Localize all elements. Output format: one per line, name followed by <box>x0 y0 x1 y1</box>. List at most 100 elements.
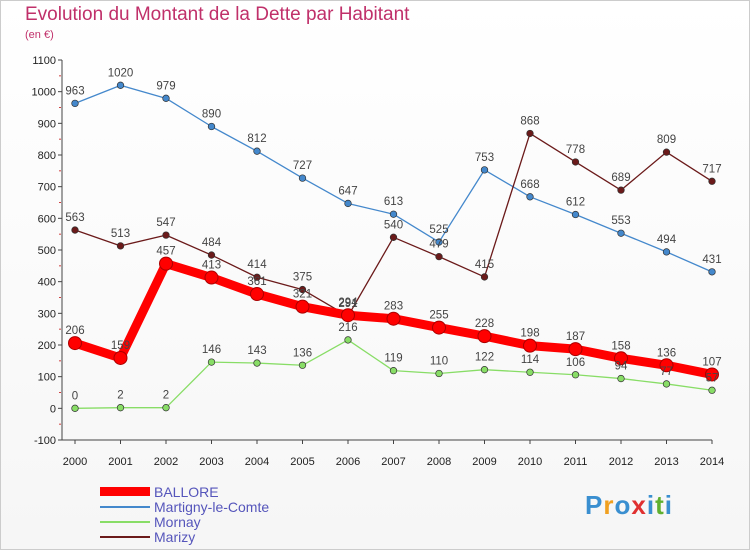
legend-item: Martigny-le-Comte <box>100 499 269 515</box>
data-point <box>298 174 307 182</box>
y-tick-label: 600 <box>38 213 56 225</box>
data-point <box>389 210 398 218</box>
data-label: 414 <box>247 259 267 271</box>
data-point <box>708 268 716 276</box>
data-point <box>162 231 170 239</box>
x-tick-label: 2010 <box>518 456 542 468</box>
data-point <box>659 358 674 373</box>
data-label: 809 <box>657 134 676 146</box>
data-label: 122 <box>475 352 494 364</box>
data-label: 107 <box>702 356 721 368</box>
legend-swatch <box>100 505 150 508</box>
legend-swatch <box>100 487 150 496</box>
data-point <box>708 386 716 394</box>
x-tick-label: 2002 <box>154 456 178 468</box>
y-tick-label: 100 <box>38 372 56 384</box>
data-label: 563 <box>65 212 84 224</box>
legend-item: Marizy <box>100 529 269 545</box>
data-label: 106 <box>566 357 585 369</box>
data-label: 228 <box>475 318 494 330</box>
data-label: 146 <box>202 344 221 356</box>
data-point <box>344 199 352 208</box>
data-label: 717 <box>702 163 721 175</box>
chart-title: Evolution du Montant de la Dette par Hab… <box>25 4 410 25</box>
x-tick-label: 2000 <box>63 456 87 468</box>
data-label: 57 <box>706 372 719 384</box>
data-point <box>480 166 489 174</box>
data-point <box>389 367 398 375</box>
data-label: 963 <box>65 85 84 97</box>
y-tick-label: 1100 <box>32 55 56 67</box>
data-point <box>253 273 261 281</box>
logo-letter: r <box>603 490 615 520</box>
data-point <box>526 193 534 201</box>
data-point <box>344 336 352 344</box>
logo-letter: i <box>664 490 673 520</box>
data-label: 979 <box>156 80 175 92</box>
legend-label: Mornay <box>154 513 201 530</box>
legend-item: Mornay <box>100 513 269 530</box>
data-label: 136 <box>293 347 312 359</box>
data-label: 415 <box>475 259 494 271</box>
data-label: 119 <box>384 353 402 365</box>
logo-letter: o <box>614 490 632 520</box>
data-label: 206 <box>65 325 84 337</box>
y-tick-label: 300 <box>38 308 56 320</box>
data-point <box>523 338 537 353</box>
data-label: 2 <box>117 390 123 402</box>
data-point <box>435 369 443 378</box>
data-point <box>571 371 580 379</box>
logo-letter: P <box>585 490 604 520</box>
data-point <box>116 81 125 89</box>
data-label: 2 <box>163 390 169 402</box>
y-tick-label: 900 <box>38 118 56 130</box>
data-label: 668 <box>520 179 539 191</box>
data-label: 136 <box>657 347 676 359</box>
data-point <box>477 329 492 344</box>
data-point <box>435 252 443 261</box>
data-label: 525 <box>429 224 448 236</box>
x-tick-label: 2013 <box>654 456 678 468</box>
data-point <box>617 229 625 237</box>
data-point <box>253 147 261 155</box>
data-point <box>662 148 671 156</box>
y-tick-label: -100 <box>34 435 56 447</box>
data-point <box>568 342 583 357</box>
data-point <box>71 99 79 108</box>
y-tick-label: 800 <box>38 150 56 162</box>
data-point <box>708 177 716 185</box>
logo-letter: t <box>655 490 665 520</box>
data-point <box>705 367 719 382</box>
data-point <box>526 368 534 376</box>
data-point <box>386 311 401 326</box>
x-tick-label: 2008 <box>427 456 451 468</box>
data-point <box>432 320 446 335</box>
data-label: 612 <box>566 197 585 209</box>
data-label: 613 <box>384 196 403 208</box>
data-point <box>617 186 625 194</box>
data-point <box>207 251 216 259</box>
data-point <box>71 226 79 234</box>
data-point <box>662 380 671 388</box>
data-point <box>571 210 580 219</box>
data-label: 321 <box>293 289 312 301</box>
data-label: 812 <box>247 133 266 145</box>
data-label: 291 <box>338 298 357 310</box>
x-tick-label: 2007 <box>381 456 405 468</box>
y-tick-label: 1000 <box>32 87 56 99</box>
data-point <box>480 273 489 281</box>
data-label: 77 <box>660 366 673 378</box>
data-label: 94 <box>615 361 628 373</box>
data-label: 431 <box>702 254 721 266</box>
data-label: 1020 <box>108 67 134 79</box>
data-label: 547 <box>156 217 175 229</box>
data-label: 540 <box>384 219 403 231</box>
data-point <box>389 233 398 241</box>
data-point <box>526 129 534 138</box>
data-point <box>662 248 671 256</box>
data-point <box>253 359 261 367</box>
data-point <box>71 404 79 412</box>
data-point <box>250 287 264 302</box>
y-tick-label: 0 <box>50 403 56 415</box>
